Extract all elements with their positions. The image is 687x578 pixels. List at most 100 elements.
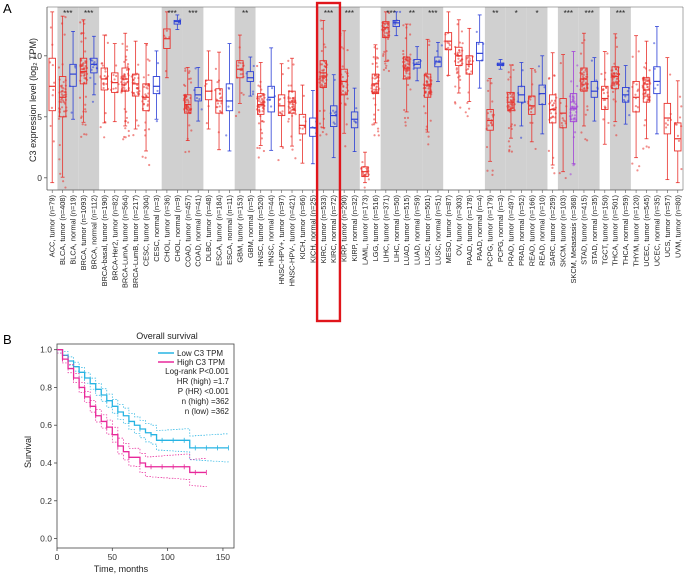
significance-label: *** xyxy=(84,9,93,18)
jitter-point xyxy=(299,138,302,142)
jitter-point xyxy=(353,119,356,123)
jitter-point xyxy=(94,82,97,86)
box xyxy=(413,59,421,69)
category-label: ESCA, tumor (n=184) xyxy=(215,195,224,266)
jitter-point xyxy=(184,95,188,98)
jitter-point xyxy=(377,130,380,133)
jitter-point xyxy=(626,89,629,93)
jitter-point xyxy=(188,77,191,81)
jitter-point xyxy=(84,108,87,111)
jitter-point xyxy=(581,41,584,45)
jitter-point xyxy=(361,173,365,176)
jitter-point xyxy=(342,84,345,88)
box xyxy=(476,41,484,62)
category-label: PCPG, tumor (n=179) xyxy=(486,195,495,267)
jitter-point xyxy=(628,114,631,117)
jitter-point xyxy=(425,128,428,131)
jitter-point xyxy=(64,15,67,19)
jitter-point xyxy=(467,64,470,67)
significance-label: *** xyxy=(345,9,354,18)
jitter-point xyxy=(123,81,126,84)
jitter-point xyxy=(259,104,262,107)
jitter-point xyxy=(332,121,335,124)
jitter-point xyxy=(529,121,532,124)
significance-band xyxy=(484,7,506,190)
km-y-tick-label: 0.4 xyxy=(40,458,52,468)
jitter-point xyxy=(569,173,572,176)
jitter-point xyxy=(102,86,105,90)
jitter-point xyxy=(57,117,61,120)
category-label: STAD, normal (n=35) xyxy=(590,195,599,264)
box xyxy=(674,122,682,152)
jitter-point xyxy=(485,145,489,149)
jitter-point xyxy=(287,67,290,70)
jitter-point xyxy=(573,100,576,103)
significance-band xyxy=(578,7,600,190)
jitter-point xyxy=(188,124,191,127)
jitter-point xyxy=(512,68,515,72)
significance-label: *** xyxy=(428,9,437,18)
jitter-point xyxy=(507,71,510,74)
jitter-point xyxy=(552,102,556,105)
jitter-point xyxy=(205,82,208,86)
jitter-point xyxy=(121,42,124,45)
jitter-point xyxy=(137,124,140,127)
significance-label: *** xyxy=(584,9,593,18)
jitter-point xyxy=(270,87,274,90)
box xyxy=(69,63,77,87)
jitter-point xyxy=(227,105,230,108)
jitter-point xyxy=(185,110,188,113)
jitter-point xyxy=(534,70,537,73)
box xyxy=(548,94,557,124)
jitter-point xyxy=(583,87,586,90)
category-label: SARC, tumor (n=259) xyxy=(548,195,557,266)
category-label: LAML, tumor (n=173) xyxy=(361,195,370,265)
jitter-point xyxy=(325,133,328,136)
jitter-point xyxy=(288,102,292,105)
jitter-point xyxy=(447,46,450,49)
jitter-point xyxy=(606,52,609,55)
category-label: GBM, normal (n=5) xyxy=(246,195,255,258)
jitter-point xyxy=(602,98,605,102)
jitter-point xyxy=(260,97,264,101)
jitter-point xyxy=(79,21,82,24)
category-label: BRCA, normal (n=112) xyxy=(89,195,98,269)
jitter-point xyxy=(428,92,431,95)
jitter-point xyxy=(398,10,402,14)
jitter-point xyxy=(320,83,323,86)
jitter-point xyxy=(612,98,615,101)
jitter-point xyxy=(332,109,335,112)
jitter-point xyxy=(261,106,264,110)
jitter-point xyxy=(346,97,349,100)
jitter-point xyxy=(615,71,618,75)
jitter-point xyxy=(165,29,168,32)
jitter-point xyxy=(656,83,659,87)
jitter-point xyxy=(466,67,470,71)
jitter-point xyxy=(185,104,188,108)
jitter-point xyxy=(637,50,640,53)
category-label: HNSC-HPV+, tumor (n=97) xyxy=(277,195,286,285)
jitter-point xyxy=(615,134,618,137)
jitter-point xyxy=(634,104,638,108)
jitter-point xyxy=(448,44,451,47)
box xyxy=(90,57,98,74)
jitter-point xyxy=(584,138,587,141)
jitter-point xyxy=(572,164,575,167)
jitter-point xyxy=(582,71,585,74)
jitter-point xyxy=(184,84,187,88)
jitter-point xyxy=(572,98,575,101)
jitter-point xyxy=(258,100,261,103)
jitter-point xyxy=(402,24,405,27)
significance-label: ** xyxy=(409,9,415,18)
jitter-point xyxy=(320,63,324,66)
category-label: CESC, tumor (n=304) xyxy=(142,195,151,266)
jitter-point xyxy=(406,116,410,119)
jitter-point xyxy=(52,140,55,143)
jitter-point xyxy=(261,110,264,113)
jitter-point xyxy=(100,62,103,65)
jitter-point xyxy=(323,109,326,112)
jitter-point xyxy=(70,111,73,114)
jitter-point xyxy=(146,58,149,61)
jitter-point xyxy=(376,65,379,68)
jitter-point xyxy=(373,113,376,116)
